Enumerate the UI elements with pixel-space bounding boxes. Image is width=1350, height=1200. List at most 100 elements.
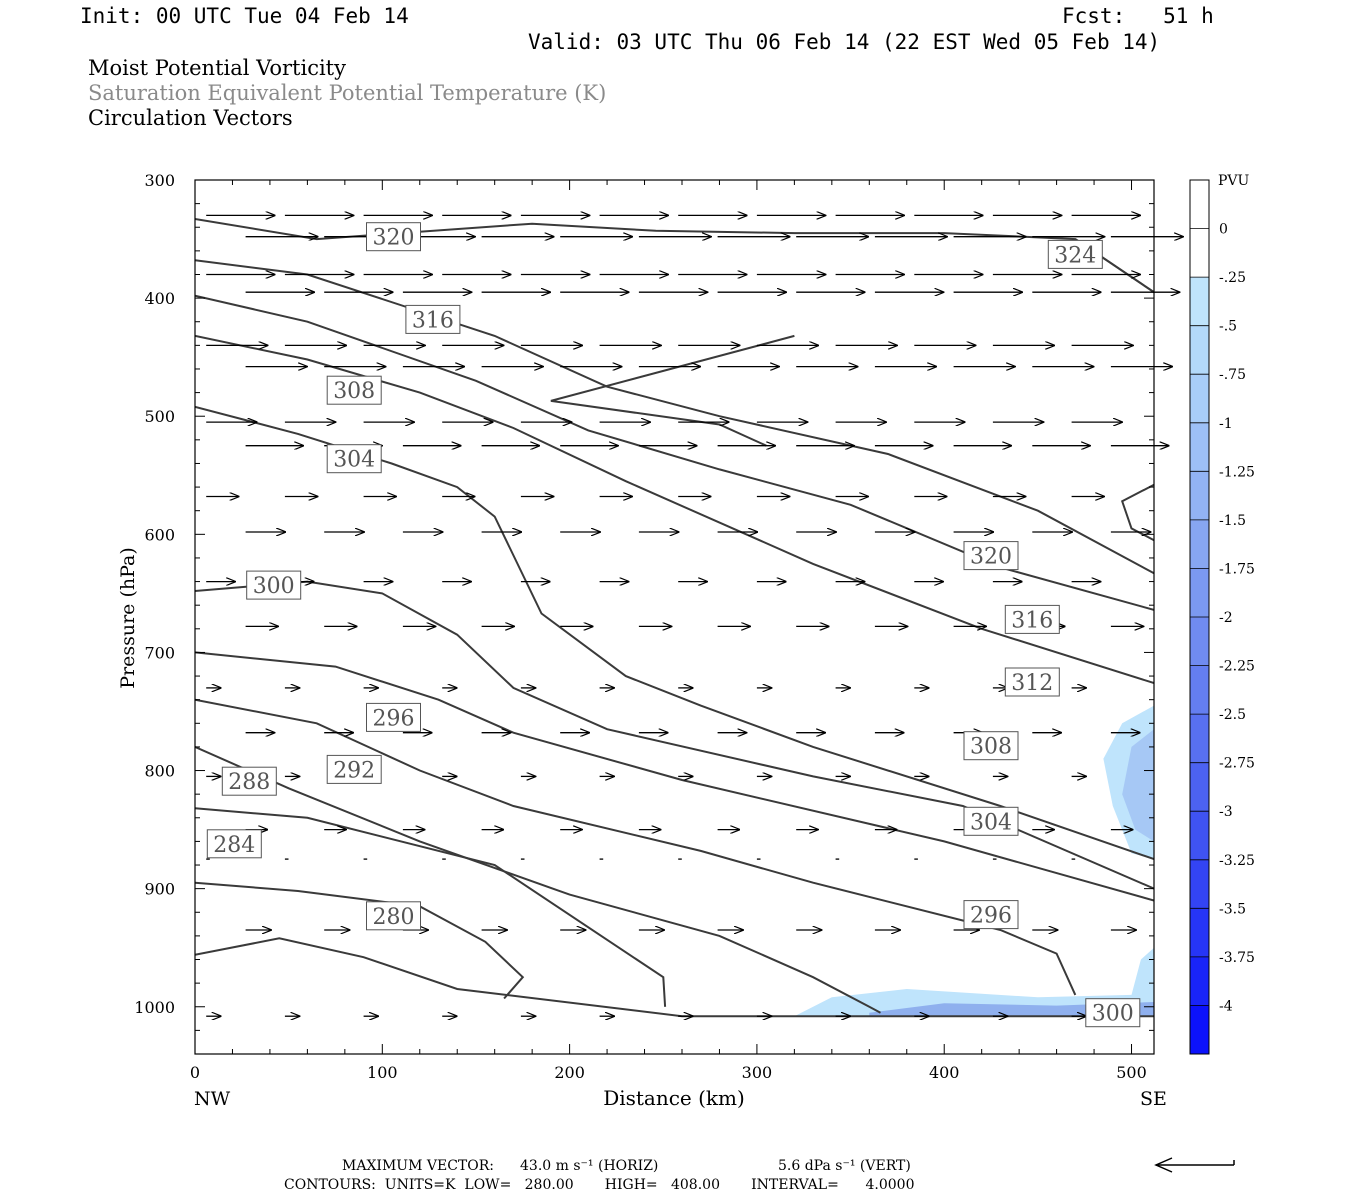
- theta-es-contour: [195, 745, 881, 1014]
- contour-label-box: [963, 806, 1019, 836]
- colorbar-swatch: [1190, 956, 1209, 1006]
- contour-label: 316: [412, 308, 454, 333]
- contour-label: 280: [373, 905, 415, 930]
- colorbar-label: -3.75: [1219, 950, 1255, 966]
- theta-es-contour: [195, 807, 667, 1007]
- y-tick-label: 400: [144, 289, 175, 308]
- theta-es-contour: [195, 698, 1077, 996]
- y-tick-label: 600: [144, 525, 175, 544]
- contour-label: 292: [333, 758, 375, 783]
- colorbar-swatch: [1190, 762, 1209, 812]
- x-tick-label: 500: [1116, 1063, 1147, 1082]
- init-time: Init: 00 UTC Tue 04 Feb 14: [80, 4, 409, 28]
- contour-label-box: [326, 754, 382, 784]
- contour-label: 288: [228, 770, 270, 795]
- reference-vector-icon: [1154, 1157, 1235, 1173]
- colorbar-swatch: [1190, 422, 1209, 472]
- x-tick-label: 100: [367, 1063, 398, 1082]
- title-mpv: Moist Potential Vorticity: [88, 56, 346, 80]
- colorbar-label: -2: [1219, 610, 1233, 626]
- contour-label: 296: [373, 706, 415, 731]
- colorbar-label: -2.25: [1219, 659, 1255, 675]
- contour-label: 308: [333, 379, 375, 404]
- forecast-hour: Fcst: 51 h: [1062, 4, 1214, 28]
- colorbar-label: -3.5: [1219, 901, 1246, 917]
- colorbar-label: -1.75: [1219, 561, 1255, 577]
- x-tick-label: 400: [929, 1063, 960, 1082]
- contour-label: 284: [213, 833, 255, 858]
- colorbar-swatch: [1190, 665, 1209, 715]
- vector-layer: [206, 215, 1183, 1016]
- max-vector-horiz: 43.0 m s⁻¹ (HORIZ): [520, 1158, 659, 1174]
- max-vector-vert: 5.6 dPa s⁻¹ (VERT): [778, 1158, 911, 1174]
- colorbar-label: 0: [1219, 222, 1228, 238]
- colorbar-swatch: [1190, 180, 1209, 230]
- contour-label-box: [366, 702, 421, 732]
- colorbar-swatch: [1190, 859, 1209, 909]
- x-axis-label: Distance (km): [603, 1086, 745, 1110]
- colorbar-label: -1: [1219, 416, 1233, 432]
- colorbar-label: -3: [1219, 804, 1233, 820]
- axes-layer: 0 100 200 300 400 500 300 400 500 600 700 800 900 100…: [134, 171, 1155, 1082]
- contour-label: 296: [970, 904, 1012, 929]
- contour-label: 304: [333, 448, 375, 473]
- contour-label-box: [963, 541, 1019, 571]
- contour-label-box: [1047, 239, 1103, 269]
- colorbar-label: -.5: [1219, 319, 1237, 335]
- y-axis-label: Pressure (hPa): [117, 547, 139, 689]
- colorbar-swatch: [1190, 519, 1209, 569]
- colorbar-swatch: [1190, 325, 1209, 375]
- colorbar-swatch: [1190, 374, 1209, 424]
- x-right-label: SE: [1140, 1088, 1167, 1110]
- colorbar-swatch: [1190, 1005, 1209, 1055]
- y-tick-label: 700: [144, 643, 175, 662]
- y-tick-label: 1000: [134, 998, 175, 1017]
- colorbar-swatch: [1190, 277, 1209, 327]
- colorbar-units: PVU: [1218, 173, 1250, 189]
- contour-label-box: [1085, 998, 1141, 1028]
- y-tick-label: 300: [144, 171, 175, 190]
- contour-label-layer: 320 324 316 308 304 320 300 316 312 296 308 288 292 3…: [206, 222, 1141, 1028]
- theta-es-contour: [195, 651, 1154, 902]
- contour-label-box: [326, 375, 382, 405]
- colorbar-swatch: [1190, 568, 1209, 618]
- colorbar-label: -2.5: [1219, 707, 1246, 723]
- theta-es-contour: [195, 259, 1154, 575]
- contour-label-box: [963, 900, 1019, 930]
- colorbar-label: -1.25: [1219, 464, 1255, 480]
- contour-label: 300: [253, 574, 295, 599]
- y-tick-label: 800: [144, 762, 175, 781]
- contour-label: 324: [1054, 243, 1096, 268]
- colorbar-swatch: [1190, 908, 1209, 958]
- colorbar-swatch: [1190, 471, 1209, 521]
- colorbar-swatch: [1190, 811, 1209, 861]
- contour-label-box: [366, 222, 421, 252]
- colorbar-label: -.25: [1219, 270, 1246, 286]
- y-tick-label: 900: [144, 880, 175, 899]
- theta-es-contour: [195, 881, 525, 1000]
- contour-label-box: [405, 304, 461, 334]
- theta-es-contour: [195, 218, 1154, 294]
- theta-es-contour: [195, 580, 1154, 890]
- x-tick-label: 300: [742, 1063, 773, 1082]
- title-vectors: Circulation Vectors: [88, 106, 293, 130]
- colorbar-swatch: [1190, 228, 1209, 278]
- x-left-label: NW: [194, 1088, 231, 1110]
- colorbar-label: -3.25: [1219, 853, 1255, 869]
- contour-info: CONTOURS: UNITS=K LOW= 280.00 HIGH= 408.…: [284, 1177, 915, 1193]
- y-tick-label: 500: [144, 407, 175, 426]
- mpv-region: [794, 947, 1154, 1017]
- contour-label: 308: [970, 735, 1012, 760]
- x-tick-label: 200: [554, 1063, 585, 1082]
- contour-label-box: [326, 444, 382, 474]
- mpv-region: [1122, 729, 1154, 842]
- colorbar-label: -4: [1219, 998, 1233, 1014]
- colorbar-swatch: [1190, 617, 1209, 667]
- colorbar-label: -2.75: [1219, 756, 1255, 772]
- contour-label-box: [246, 570, 302, 600]
- colorbar-label: -.75: [1219, 367, 1246, 383]
- contour-label-box: [206, 829, 262, 859]
- contour-label-box: [1004, 667, 1060, 697]
- contour-label: 320: [970, 545, 1012, 570]
